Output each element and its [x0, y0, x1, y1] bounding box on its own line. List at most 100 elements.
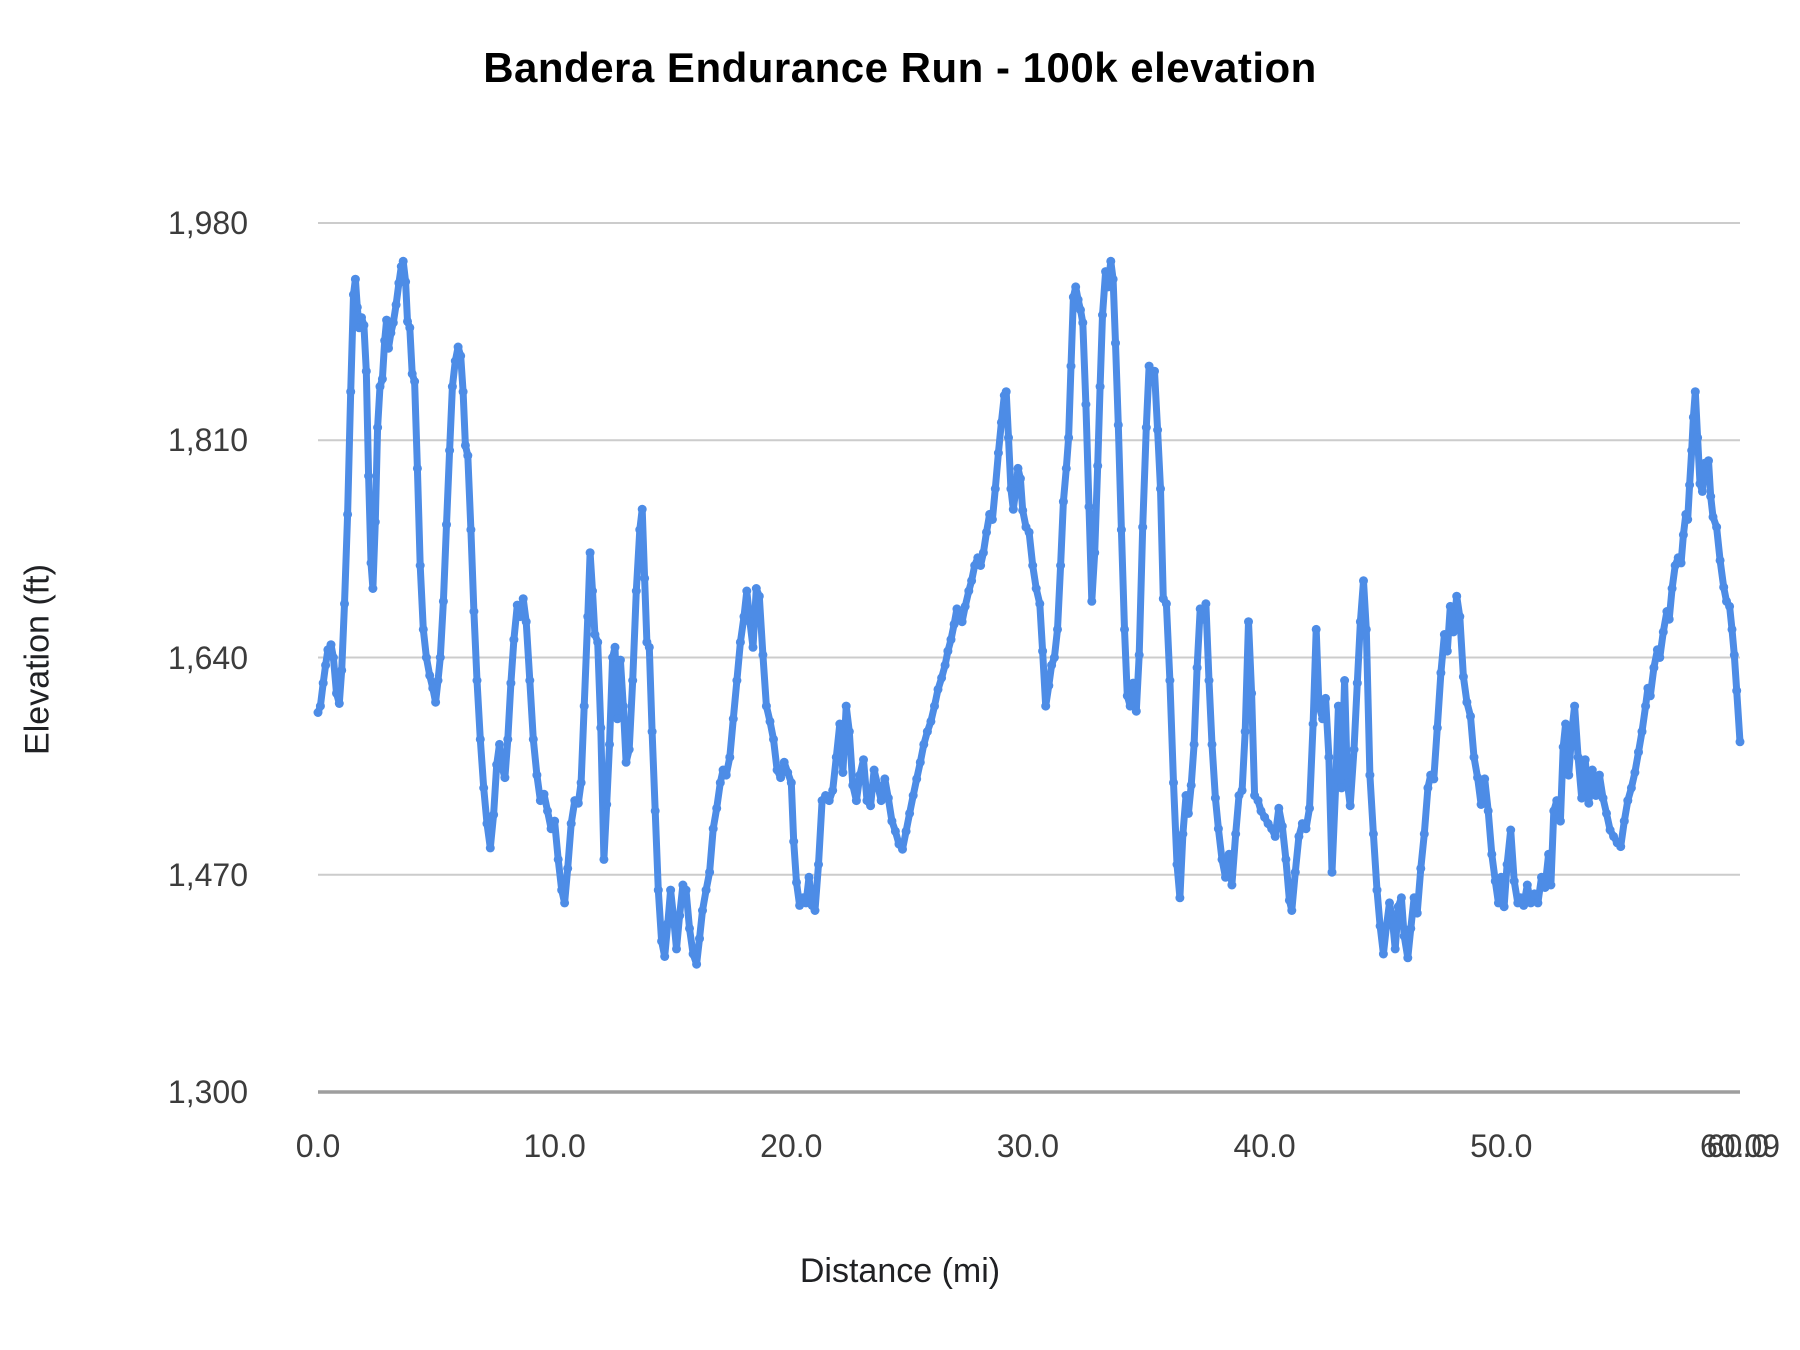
data-point-marker — [553, 854, 563, 864]
data-point-marker — [841, 701, 851, 711]
data-point-marker — [937, 673, 947, 683]
data-point-marker — [1217, 854, 1227, 864]
data-point-marker — [1678, 530, 1688, 540]
data-point-marker — [668, 911, 678, 921]
data-point-marker — [1041, 701, 1051, 711]
data-point-marker — [1727, 624, 1737, 634]
elevation-line-series — [314, 257, 1744, 968]
data-point-marker — [1626, 783, 1636, 793]
data-point-marker — [528, 734, 538, 744]
data-point-marker — [783, 768, 793, 777]
data-point-marker — [772, 765, 782, 775]
data-point-marker — [1634, 747, 1643, 757]
x-tick-label: 20.0 — [760, 1128, 823, 1164]
data-point-marker — [640, 573, 650, 583]
x-tick-label: 50.0 — [1470, 1128, 1533, 1164]
data-point-marker — [590, 630, 600, 639]
data-point-marker — [828, 785, 838, 795]
data-point-marker — [1359, 576, 1368, 586]
data-point-marker — [315, 701, 325, 711]
data-point-marker — [1526, 898, 1536, 908]
data-point-marker — [685, 923, 694, 933]
data-point-marker — [1652, 645, 1662, 655]
data-point-marker — [624, 745, 634, 754]
data-point-marker — [438, 596, 448, 606]
data-point-marker — [340, 599, 349, 609]
data-point-marker — [663, 918, 673, 928]
data-point-marker — [628, 676, 638, 685]
data-point-marker — [1192, 663, 1202, 673]
data-point-marker — [518, 594, 528, 604]
data-point-marker — [1584, 798, 1594, 808]
data-point-marker — [1084, 502, 1094, 512]
data-point-marker — [1287, 906, 1297, 915]
data-point-marker — [631, 586, 641, 596]
data-point-marker — [1024, 527, 1034, 537]
data-point-marker — [1161, 599, 1171, 609]
data-point-marker — [1047, 660, 1057, 670]
data-point-marker — [1623, 796, 1633, 806]
chart-title: Bandera Endurance Run - 100k elevation — [483, 44, 1317, 91]
data-point-marker — [748, 642, 758, 652]
data-point-marker — [1473, 773, 1483, 783]
data-point-marker — [1715, 555, 1725, 565]
data-point-marker — [695, 934, 704, 944]
data-point-marker — [946, 635, 956, 645]
data-point-marker — [1555, 816, 1565, 826]
data-point-marker — [456, 351, 466, 361]
data-point-marker — [996, 417, 1006, 427]
data-point-marker — [497, 762, 507, 772]
data-point-marker — [583, 612, 593, 622]
data-point-marker — [350, 274, 360, 284]
data-point-marker — [482, 819, 492, 829]
data-point-marker — [1476, 800, 1486, 809]
data-point-marker — [1224, 849, 1234, 859]
data-point-marker — [990, 484, 1000, 494]
data-point-marker — [1365, 770, 1375, 780]
data-point-marker — [1406, 923, 1416, 933]
data-point-marker — [599, 854, 609, 864]
data-point-marker — [978, 548, 988, 558]
data-point-marker — [1429, 774, 1439, 784]
data-point-marker — [1201, 599, 1211, 609]
data-point-marker — [1004, 433, 1013, 443]
data-point-marker — [835, 719, 845, 729]
data-point-marker — [605, 739, 614, 749]
data-point-marker — [485, 843, 495, 853]
data-point-marker — [1035, 599, 1045, 609]
data-point-marker — [384, 343, 393, 353]
data-point-marker — [346, 387, 356, 397]
data-point-marker — [876, 796, 886, 806]
data-point-marker — [1382, 921, 1391, 931]
data-point-marker — [653, 885, 663, 895]
x-tick-label: 10.0 — [523, 1128, 586, 1164]
data-point-marker — [1340, 676, 1350, 685]
data-point-marker — [1455, 612, 1465, 622]
data-point-marker — [1165, 676, 1175, 685]
data-point-marker — [1641, 701, 1651, 711]
data-point-marker — [1290, 867, 1300, 877]
data-point-marker — [789, 837, 799, 846]
data-point-marker — [721, 770, 731, 780]
data-point-marker — [1385, 898, 1394, 908]
data-point-marker — [588, 586, 597, 596]
data-point-marker — [1378, 949, 1388, 959]
data-point-marker — [593, 637, 603, 647]
data-point-marker — [855, 770, 865, 780]
data-point-marker — [987, 515, 997, 524]
data-point-marker — [1725, 601, 1735, 611]
data-point-marker — [1483, 806, 1493, 816]
data-point-marker — [1469, 752, 1479, 762]
data-point-marker — [1150, 366, 1159, 376]
data-point-marker — [1683, 515, 1693, 524]
data-point-marker — [407, 369, 417, 379]
data-point-marker — [445, 446, 455, 455]
data-point-marker — [1732, 686, 1742, 696]
data-point-marker — [1355, 617, 1365, 627]
data-point-marker — [1487, 849, 1497, 859]
y-tick-label: 1,640 — [167, 639, 248, 676]
data-point-marker — [495, 739, 504, 749]
data-point-marker — [1735, 737, 1745, 747]
data-point-marker — [349, 290, 358, 300]
